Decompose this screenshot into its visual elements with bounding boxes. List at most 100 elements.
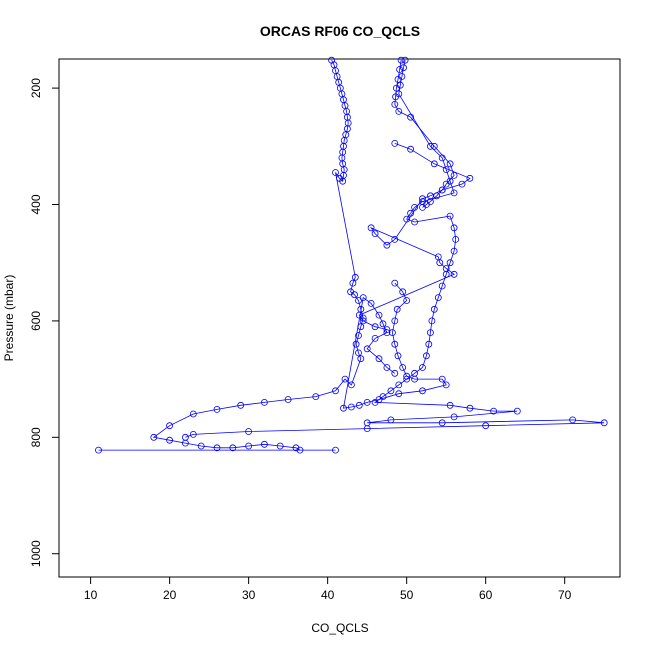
data-point bbox=[438, 419, 446, 427]
data-point bbox=[150, 433, 158, 441]
data-point bbox=[466, 174, 474, 182]
data-point bbox=[419, 195, 426, 203]
data-point bbox=[430, 142, 438, 150]
data-point bbox=[450, 189, 458, 197]
data-point bbox=[426, 142, 434, 150]
data-point bbox=[490, 407, 498, 415]
data-point bbox=[442, 265, 450, 272]
data-point bbox=[403, 297, 411, 304]
data-point bbox=[436, 259, 444, 267]
y-tick-label: 1000 bbox=[29, 540, 43, 567]
plot-frame bbox=[58, 58, 621, 578]
data-point bbox=[450, 270, 458, 278]
data-point bbox=[189, 430, 197, 438]
data-point bbox=[237, 401, 245, 409]
data-point bbox=[379, 320, 387, 328]
x-axis-label: CO_QCLS bbox=[311, 621, 368, 635]
data-point bbox=[438, 282, 446, 290]
data-point bbox=[391, 101, 399, 108]
data-point bbox=[197, 442, 205, 450]
data-point bbox=[367, 299, 375, 307]
data-point bbox=[375, 355, 383, 363]
data-point bbox=[430, 160, 438, 168]
data-point bbox=[375, 311, 383, 319]
data-point bbox=[296, 446, 304, 454]
data-point bbox=[355, 349, 362, 357]
data-point bbox=[419, 364, 426, 371]
data-point bbox=[332, 387, 339, 395]
data-point bbox=[411, 375, 419, 383]
data-point bbox=[349, 279, 357, 287]
y-axis-label: Pressure (mbar) bbox=[2, 275, 16, 362]
data-point bbox=[442, 381, 450, 389]
data-point bbox=[359, 317, 367, 325]
data-point bbox=[229, 444, 237, 452]
series-line bbox=[185, 60, 605, 438]
data-point bbox=[371, 334, 379, 342]
data-point bbox=[446, 259, 454, 267]
data-point bbox=[391, 235, 399, 243]
series-line bbox=[343, 282, 447, 409]
series-layer bbox=[95, 56, 608, 454]
data-point bbox=[355, 401, 363, 409]
data-point bbox=[458, 180, 466, 188]
data-point bbox=[387, 387, 395, 395]
data-point bbox=[347, 381, 355, 389]
x-tick-label: 70 bbox=[558, 588, 572, 602]
data-point bbox=[450, 171, 458, 179]
data-point bbox=[332, 169, 339, 176]
data-point bbox=[450, 247, 458, 255]
data-point bbox=[466, 404, 474, 412]
data-point bbox=[434, 294, 442, 302]
data-point bbox=[388, 329, 396, 337]
data-point bbox=[213, 444, 221, 452]
data-point bbox=[245, 428, 253, 435]
data-point bbox=[419, 203, 426, 211]
data-point bbox=[438, 375, 446, 383]
data-point bbox=[245, 442, 253, 450]
data-point bbox=[181, 433, 189, 441]
data-point bbox=[400, 64, 407, 72]
data-point bbox=[425, 340, 433, 348]
data-point bbox=[359, 294, 367, 302]
data-point bbox=[347, 403, 355, 411]
data-point bbox=[363, 345, 371, 353]
data-point bbox=[442, 180, 450, 188]
data-point bbox=[367, 224, 375, 232]
data-point bbox=[352, 340, 360, 348]
data-point bbox=[355, 311, 363, 319]
data-point bbox=[399, 364, 407, 371]
data-point bbox=[450, 413, 458, 421]
data-point bbox=[383, 326, 391, 334]
data-point bbox=[213, 405, 221, 413]
data-point bbox=[403, 372, 411, 380]
data-point bbox=[95, 446, 102, 454]
data-point bbox=[446, 160, 454, 168]
data-point bbox=[387, 416, 395, 424]
y-tick-label: 400 bbox=[29, 194, 43, 214]
data-point bbox=[407, 145, 415, 153]
x-tick-label: 10 bbox=[84, 588, 98, 602]
data-point bbox=[383, 364, 391, 371]
data-point bbox=[438, 186, 446, 194]
data-point bbox=[446, 212, 454, 220]
data-point bbox=[452, 235, 460, 243]
data-point bbox=[391, 369, 399, 377]
data-point bbox=[393, 305, 401, 313]
data-point bbox=[600, 419, 608, 427]
x-tick-label: 20 bbox=[163, 588, 177, 602]
y-tick-label: 200 bbox=[29, 78, 43, 98]
data-point bbox=[332, 446, 339, 454]
data-point bbox=[383, 241, 391, 249]
data-point bbox=[351, 291, 358, 299]
data-point bbox=[260, 398, 268, 406]
data-point bbox=[363, 425, 371, 433]
data-point bbox=[189, 410, 197, 418]
data-point bbox=[371, 323, 379, 331]
data-point bbox=[428, 317, 436, 325]
data-point bbox=[411, 218, 419, 226]
data-point bbox=[396, 66, 404, 73]
y-tick-label: 800 bbox=[29, 427, 43, 447]
data-point bbox=[394, 352, 402, 360]
